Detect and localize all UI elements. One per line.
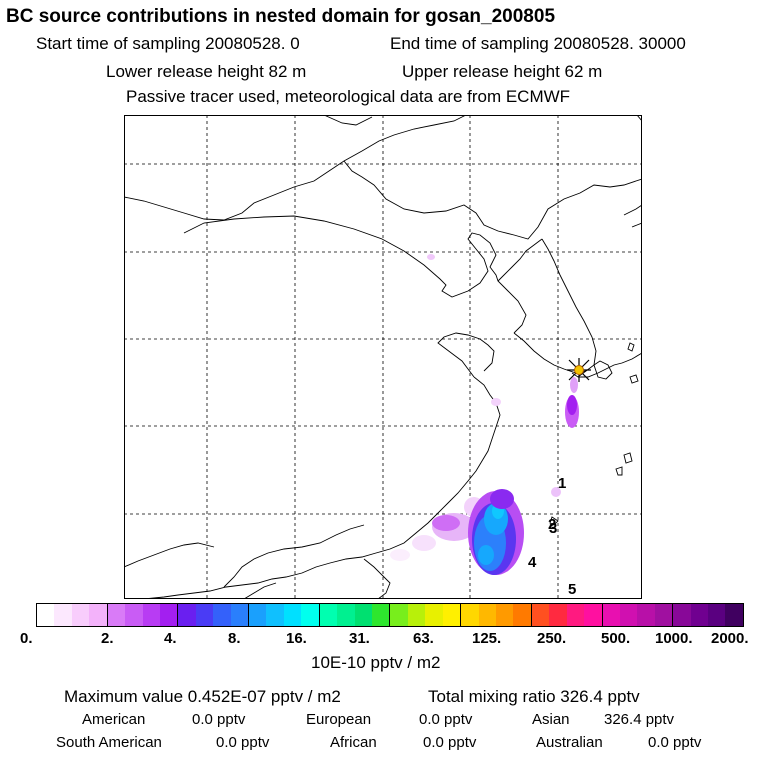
asian-label: Asian xyxy=(532,711,570,728)
scale-swatch xyxy=(513,604,531,626)
african-label: African xyxy=(330,734,377,751)
scale-swatch xyxy=(478,604,496,626)
map-svg: 1 2 3 4 5 xyxy=(124,115,642,599)
source-label-5: 5 xyxy=(568,581,576,598)
coastlines xyxy=(124,115,642,599)
australian-value: 0.0 pptv xyxy=(648,734,702,751)
scale-swatch xyxy=(125,604,143,626)
scale-tick-10: 1000. xyxy=(655,630,693,647)
plot-title: BC source contributions in nested domain… xyxy=(6,6,556,27)
scale-swatch xyxy=(283,604,302,626)
maximum-value: Maximum value 0.452E-07 pptv / m2 xyxy=(64,687,341,706)
concentration-plume xyxy=(390,254,579,575)
scale-swatch xyxy=(372,604,390,626)
map-panel: 1 2 3 4 5 xyxy=(124,115,642,599)
scale-swatch xyxy=(54,604,72,626)
american-label: American xyxy=(82,711,146,728)
scale-swatch xyxy=(37,604,55,626)
scale-swatch xyxy=(725,604,743,626)
scale-tick-9: 500. xyxy=(601,630,631,647)
scale-tick-1: 2. xyxy=(101,630,114,647)
scale-tick-0: 0. xyxy=(20,630,33,647)
scale-swatch xyxy=(266,604,284,626)
scale-swatch xyxy=(619,604,638,626)
scale-swatch xyxy=(354,604,373,626)
scale-tick-7: 125. xyxy=(472,630,502,647)
scale-unit: 10E-10 pptv / m2 xyxy=(311,653,441,672)
scale-swatch xyxy=(442,604,461,626)
scale-swatch xyxy=(566,604,585,626)
scale-tick-11: 2000. xyxy=(711,630,749,647)
total-mixing-ratio: Total mixing ratio 326.4 pptv xyxy=(428,687,640,706)
scale-swatch xyxy=(248,604,267,626)
upper-release-height: Upper release height 62 m xyxy=(402,62,603,81)
south-american-label: South American xyxy=(56,734,162,751)
american-value: 0.0 pptv xyxy=(192,711,246,728)
scale-swatch xyxy=(106,604,126,626)
source-labels: 1 2 3 4 5 xyxy=(528,475,576,598)
source-label-3: 3 xyxy=(549,520,557,537)
european-label: European xyxy=(306,711,372,728)
scale-swatch xyxy=(159,604,178,626)
scale-swatch xyxy=(690,604,709,626)
scale-tick-2: 4. xyxy=(164,630,177,647)
start-time: Start time of sampling 20080528. 0 xyxy=(36,34,300,53)
lower-release-height: Lower release height 82 m xyxy=(106,62,307,81)
scale-swatch xyxy=(425,604,443,626)
scale-swatch xyxy=(301,604,319,626)
scale-swatch xyxy=(460,604,479,626)
map-border xyxy=(124,115,642,599)
asian-value: 326.4 pptv xyxy=(604,711,675,728)
scale-tick-5: 31. xyxy=(349,630,370,647)
end-time: End time of sampling 20080528. 30000 xyxy=(390,34,686,53)
scale-swatch xyxy=(195,604,214,626)
tracer-note: Passive tracer used, meteorological data… xyxy=(126,87,571,106)
scale-swatch xyxy=(654,604,673,626)
source-label-4: 4 xyxy=(528,554,537,571)
south-american-value: 0.0 pptv xyxy=(216,734,270,751)
source-label-1: 1 xyxy=(558,475,566,492)
source-label-2: 2 xyxy=(548,516,556,533)
scale-tick-8: 250. xyxy=(537,630,567,647)
scale-tick-4: 16. xyxy=(286,630,307,647)
scale-swatch xyxy=(637,604,655,626)
african-value: 0.0 pptv xyxy=(423,734,477,751)
european-value: 0.0 pptv xyxy=(419,711,473,728)
scale-swatch xyxy=(230,604,249,626)
scale-swatch xyxy=(601,604,620,626)
scale-swatch xyxy=(71,604,90,626)
scale-swatch xyxy=(407,604,426,626)
scale-swatch xyxy=(584,604,602,626)
scale-swatch xyxy=(389,604,408,626)
australian-label: Australian xyxy=(536,734,603,751)
scale-swatch xyxy=(708,604,726,626)
scale-swatch xyxy=(318,604,338,626)
scale-swatch xyxy=(549,604,567,626)
scale-tick-6: 63. xyxy=(413,630,434,647)
scale-swatch xyxy=(142,604,160,626)
scale-swatch xyxy=(89,604,107,626)
scale-swatch xyxy=(177,604,196,626)
scale-swatch xyxy=(213,604,231,626)
scale-swatch xyxy=(530,604,550,626)
color-scale-bar xyxy=(36,603,744,627)
scale-swatch xyxy=(495,604,514,626)
receptor-star xyxy=(567,358,591,382)
scale-swatch xyxy=(337,604,355,626)
scale-tick-3: 8. xyxy=(228,630,241,647)
scale-swatch xyxy=(672,604,691,626)
